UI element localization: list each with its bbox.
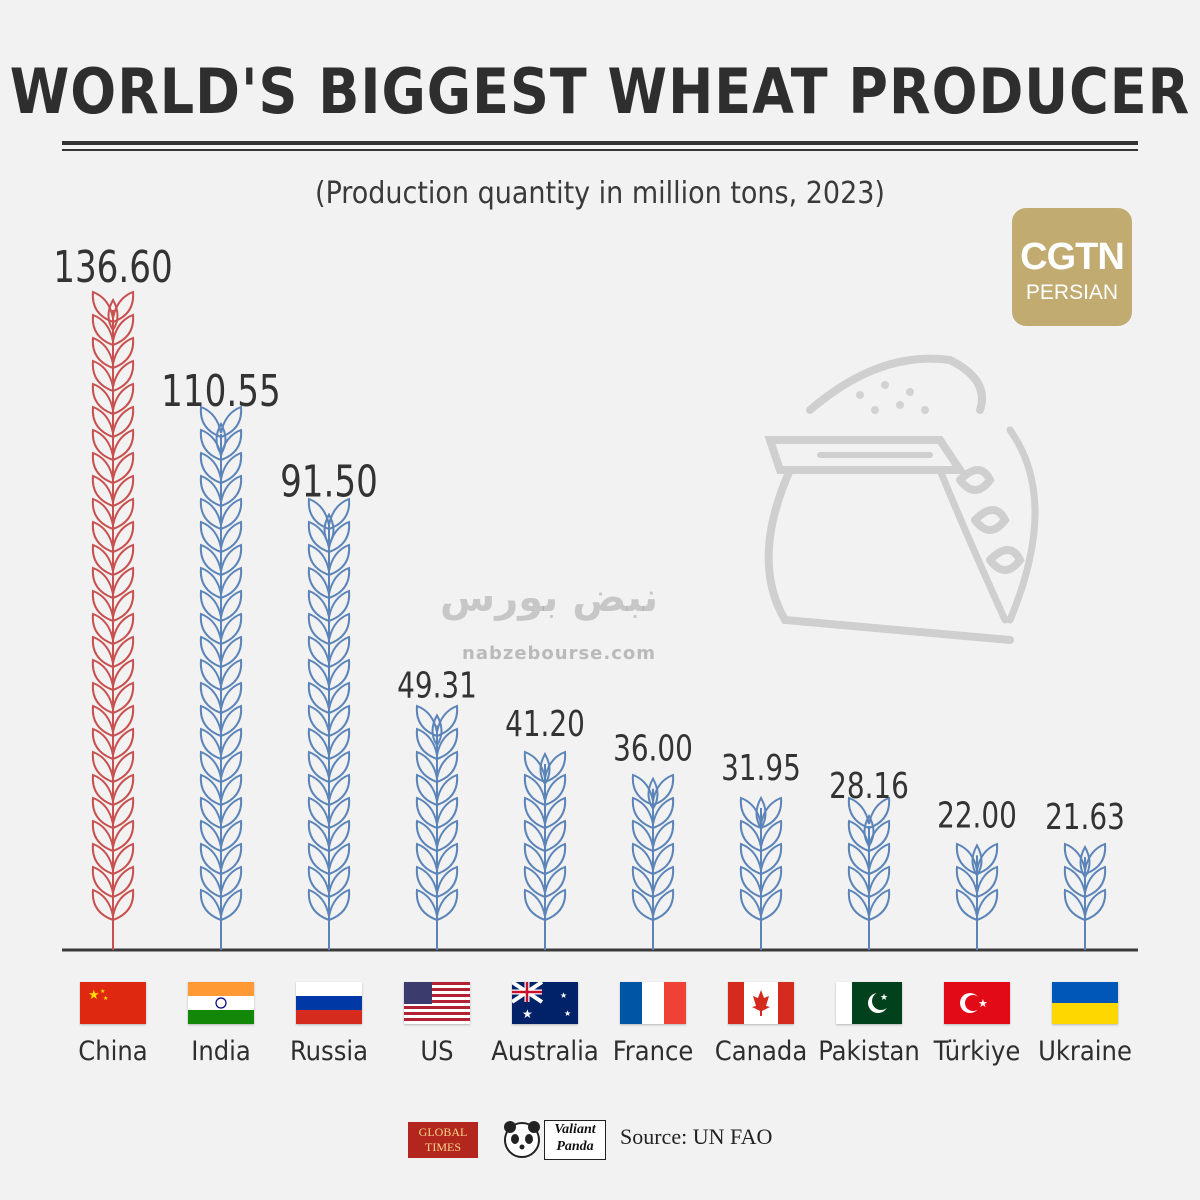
- bar-wheat-australia: [523, 750, 567, 950]
- category-label: Canada: [714, 1036, 808, 1067]
- logo-line2: PERSIAN: [1025, 281, 1119, 304]
- bar-wheat-us: [415, 704, 459, 950]
- bar-wheat-india: [199, 405, 243, 950]
- svg-text:★: ★: [100, 988, 105, 995]
- valiant-panda-logo: Valiant Panda: [500, 1118, 606, 1160]
- title-rule-thin: [62, 149, 1138, 151]
- chart-title: WORLD'S BIGGEST WHEAT PRODUCER: [9, 55, 1191, 128]
- svg-text:★: ★: [978, 997, 988, 1010]
- global-times-line1: GLOBAL: [418, 1125, 468, 1139]
- category-label: US: [420, 1036, 454, 1067]
- bar-wheat-pakistan: [847, 796, 891, 950]
- svg-text:★: ★: [103, 995, 108, 1002]
- value-label: 31.95: [721, 747, 801, 789]
- turkiye-flag-icon: ★: [944, 982, 1010, 1024]
- france-flag-icon: [620, 982, 686, 1024]
- watermark-url: nabzebourse.com: [462, 643, 657, 664]
- bar-wheat-canada: [739, 795, 783, 950]
- bar-wheat-france: [631, 773, 675, 950]
- svg-text:★: ★: [564, 1009, 571, 1018]
- category-label: India: [191, 1036, 251, 1067]
- value-label: 36.00: [613, 727, 693, 769]
- category-label: Ukraine: [1038, 1036, 1132, 1067]
- us-flag-icon: [404, 982, 470, 1024]
- canada-flag-icon: [728, 982, 794, 1024]
- watermark-text: نبض بورس: [440, 575, 659, 621]
- global-times-logo: GLOBAL TIMES: [408, 1122, 478, 1158]
- value-label: 28.16: [829, 765, 909, 807]
- category-label: Australia: [491, 1036, 599, 1067]
- svg-text:★: ★: [88, 988, 100, 1003]
- bar-wheat-trkiye: [955, 842, 999, 950]
- source-note: Source: UN FAO: [620, 1124, 773, 1149]
- value-label: 22.00: [937, 794, 1017, 836]
- china-flag-icon: ★ ★ ★: [80, 982, 146, 1024]
- category-label: Russia: [289, 1036, 368, 1067]
- india-flag-icon: [188, 982, 254, 1024]
- bar-wheat-ukraine: [1063, 842, 1107, 950]
- svg-text:★: ★: [560, 991, 567, 1000]
- svg-text:★: ★: [522, 1007, 533, 1021]
- category-label: France: [612, 1036, 694, 1067]
- cgtn-persian-logo: CGTN PERSIAN: [1012, 208, 1132, 326]
- svg-text:★: ★: [880, 993, 888, 1003]
- logo-line1: CGTN: [1020, 236, 1125, 278]
- value-label: 41.20: [505, 703, 585, 745]
- global-times-line2: TIMES: [425, 1140, 461, 1154]
- bar-wheat-china: [91, 290, 135, 950]
- panda-icon: [504, 1121, 540, 1158]
- value-label: 110.55: [161, 367, 281, 417]
- chart-subtitle: (Production quantity in million tons, 20…: [315, 176, 885, 211]
- australia-flag-icon: ★ ★ ★: [512, 982, 578, 1024]
- value-label: 91.50: [280, 458, 378, 508]
- value-label: 136.60: [53, 243, 173, 293]
- russia-flag-icon: [296, 982, 362, 1024]
- value-label: 49.31: [397, 664, 477, 706]
- category-label: Türkiye: [933, 1036, 1021, 1067]
- category-label: China: [78, 1036, 148, 1067]
- category-label: Pakistan: [818, 1036, 920, 1067]
- value-label: 21.63: [1045, 796, 1125, 838]
- pakistan-flag-icon: ★: [836, 982, 902, 1024]
- bar-wheat-russia: [307, 497, 351, 950]
- valiant-panda-line2: Panda: [556, 1139, 594, 1154]
- title-rule-thick: [62, 141, 1138, 145]
- valiant-panda-line1: Valiant: [554, 1122, 596, 1137]
- ukraine-flag-icon: [1052, 982, 1118, 1024]
